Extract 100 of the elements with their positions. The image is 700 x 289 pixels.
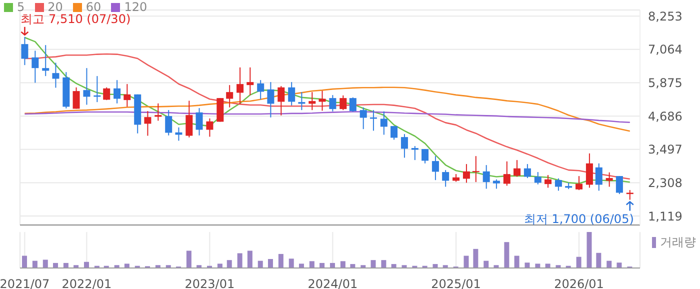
candlestick <box>329 94 336 112</box>
y-tick-label: 7,064 <box>648 42 682 57</box>
bar <box>42 260 48 268</box>
candlestick <box>52 62 60 88</box>
x-tick-label: 2025/01 <box>431 277 481 289</box>
candlestick <box>492 178 500 190</box>
candlestick <box>186 100 193 138</box>
candlestick <box>586 152 593 188</box>
x-tick-label: 2023/01 <box>184 277 235 289</box>
x-tick-label: 2022/01 <box>62 277 112 289</box>
y-tick-label: 1,119 <box>648 209 682 224</box>
candlestick <box>144 110 152 136</box>
candlestick <box>524 164 531 179</box>
candlestick <box>380 110 388 136</box>
bar <box>545 264 550 268</box>
y-tick-label: 2,308 <box>648 176 682 190</box>
bar <box>616 262 622 268</box>
candlestick <box>236 66 244 105</box>
candlestick <box>267 82 274 118</box>
candlestick <box>103 86 110 101</box>
bar <box>370 260 376 268</box>
bar <box>586 232 592 268</box>
bar <box>258 260 263 268</box>
candlestick <box>534 172 542 185</box>
y-tick-label: 3,497 <box>648 142 682 157</box>
candlestick <box>462 164 470 184</box>
bar <box>464 256 469 268</box>
bar <box>268 259 273 268</box>
candlestick <box>595 162 602 192</box>
legend-label: 거래량 <box>660 234 696 251</box>
candlestick <box>196 108 203 136</box>
bar <box>473 248 478 268</box>
candlestick <box>576 176 583 191</box>
bar <box>32 260 38 268</box>
bar <box>288 258 294 268</box>
candlestick <box>83 68 90 106</box>
candlestick <box>278 86 285 116</box>
bar <box>186 250 192 268</box>
bar <box>340 261 346 268</box>
bar <box>524 262 530 268</box>
candlestick <box>246 66 254 96</box>
candlestick <box>349 96 356 112</box>
candlestick <box>32 50 39 84</box>
bar <box>124 264 130 268</box>
y-tick-label: 8,253 <box>648 9 682 24</box>
candlestick <box>257 80 264 100</box>
legend-label: 60 <box>86 0 102 14</box>
candlestick <box>503 160 510 186</box>
candlestick <box>216 98 224 122</box>
legend-label: 5 <box>17 0 25 14</box>
candlestick <box>442 170 450 188</box>
bar <box>535 264 540 268</box>
candlestick <box>400 134 408 158</box>
bar <box>84 262 89 268</box>
candlestick <box>482 164 490 190</box>
line-series <box>24 86 631 132</box>
candlestick <box>616 176 623 195</box>
bar <box>22 256 27 268</box>
candlestick <box>124 84 131 108</box>
bar <box>381 260 386 268</box>
bar <box>309 261 314 268</box>
candlestick <box>432 156 439 181</box>
annotation: 최고 7,510 (07/30) <box>20 12 131 26</box>
candlestick <box>514 160 521 178</box>
y-tick-label: 4,686 <box>648 109 682 124</box>
candlestick <box>114 80 121 104</box>
candlestick <box>72 86 80 110</box>
x-tick-label: 2024/01 <box>308 277 358 289</box>
bar <box>298 264 304 268</box>
bar <box>226 260 232 268</box>
annotation: 최저 1,700 (06/05) <box>524 212 634 226</box>
candlestick <box>360 106 367 130</box>
bar <box>596 252 602 268</box>
candlestick <box>165 110 172 136</box>
candlestick <box>390 126 398 140</box>
y-tick-label: 5,875 <box>648 76 682 90</box>
candlestick <box>226 84 234 108</box>
candlestick <box>21 36 28 66</box>
candlestick <box>288 82 296 106</box>
candlestick <box>298 92 306 111</box>
bar <box>576 256 582 268</box>
candlestick <box>606 172 613 188</box>
candlestick <box>626 190 634 200</box>
bar <box>247 250 252 268</box>
candlestick <box>308 92 316 111</box>
bar <box>504 242 510 268</box>
legend-label: 120 <box>124 0 148 14</box>
x-tick-label: 2026/01 <box>554 277 604 289</box>
legend-label: 20 <box>48 0 63 14</box>
bar <box>217 264 222 268</box>
candlestick <box>544 174 552 188</box>
x-tick-label: 2021/07 <box>0 277 50 289</box>
candlestick <box>318 90 326 112</box>
bar <box>278 254 284 268</box>
bar <box>514 256 520 268</box>
bar <box>484 260 489 268</box>
bar <box>237 253 242 268</box>
candlestick <box>554 178 562 192</box>
candlestick <box>422 148 429 164</box>
candlestick <box>206 118 214 138</box>
